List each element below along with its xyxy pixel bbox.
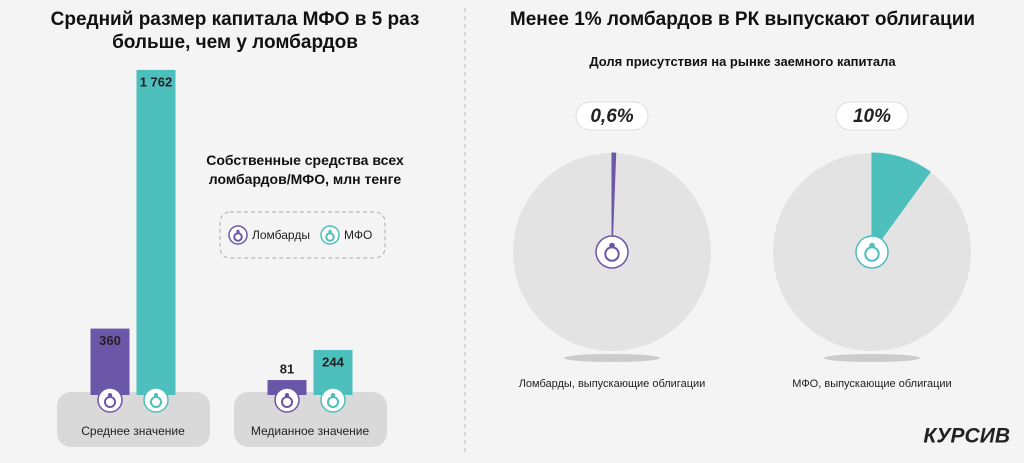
pie-shadow — [824, 354, 920, 362]
icon — [609, 242, 615, 249]
pie-caption: МФО, выпускающие облигации — [792, 378, 951, 390]
icon — [153, 393, 159, 398]
icon — [274, 387, 300, 413]
value-label: 244 — [322, 354, 344, 369]
legend-label: МФО — [344, 228, 372, 242]
pie-caption: Ломбарды, выпускающие облигации — [519, 378, 706, 390]
icon — [107, 393, 113, 398]
icon — [284, 393, 290, 398]
bar-subtitle: Собственные средства всех ломбардов/МФО,… — [206, 152, 404, 187]
value-pill — [835, 101, 909, 131]
pie-slice — [611, 152, 617, 253]
pie-slice — [871, 152, 931, 254]
icon — [236, 229, 240, 234]
pie-shadow — [564, 354, 660, 362]
value-label: 1 762 — [140, 74, 173, 89]
icon — [320, 225, 340, 245]
legend-box — [219, 211, 386, 259]
icon — [325, 232, 335, 242]
brand: КУРСИВ — [923, 425, 1010, 448]
icon — [328, 229, 332, 234]
icon — [869, 242, 875, 249]
value-pill — [575, 101, 649, 131]
icon — [855, 235, 889, 269]
value-label: 0,6% — [590, 106, 633, 127]
category-label: Среднее значение — [81, 424, 185, 438]
pie-subtitle: Доля присутствия на рынке заемного капит… — [589, 54, 896, 69]
category-pill — [57, 392, 210, 447]
category-label: Медианное значение — [251, 424, 370, 438]
legend-label: Ломбарды — [252, 228, 310, 242]
icon — [595, 235, 629, 269]
icon — [233, 232, 243, 242]
bar — [136, 69, 176, 395]
icon — [143, 387, 169, 413]
icon — [228, 225, 248, 245]
value-label: 10% — [853, 106, 891, 127]
value-label: 360 — [99, 333, 121, 348]
pie-title: Менее 1% ломбардов в РК выпускают облига… — [509, 9, 976, 30]
icon — [97, 387, 123, 413]
bar — [90, 328, 130, 395]
category-pill — [234, 392, 387, 447]
bar-title: Средний размер капитала МФО в 5 раз боль… — [50, 9, 420, 53]
value-label: 81 — [280, 361, 294, 376]
icon — [330, 393, 336, 398]
icon — [320, 387, 346, 413]
